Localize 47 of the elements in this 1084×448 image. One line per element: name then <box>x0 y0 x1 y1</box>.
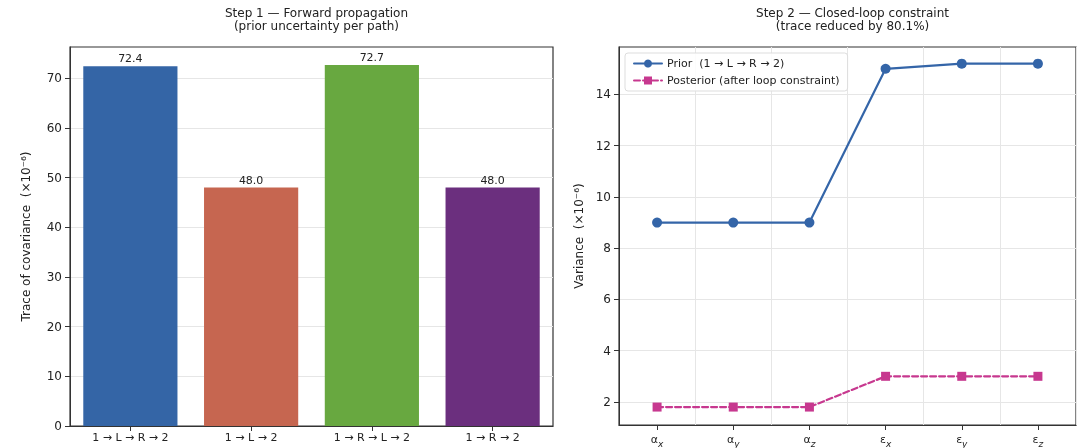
legend-label: Posterior (after loop constraint) <box>667 74 840 87</box>
y-tick-label: 50 <box>46 170 62 185</box>
x-tick-label: 1 → L → 2 <box>224 431 278 444</box>
y-tick-label: 8 <box>603 241 611 256</box>
legend-label: Prior (1 → L → R → 2) <box>667 57 785 70</box>
point <box>728 402 738 412</box>
y-tick-label: 2 <box>603 394 611 409</box>
data-label: 72.4 <box>118 52 143 66</box>
y-tick-label: 0 <box>54 419 62 433</box>
bar <box>204 187 299 426</box>
y-tick-label: 70 <box>46 71 62 86</box>
y-tick-label: 12 <box>595 138 611 153</box>
y-tick-label: 30 <box>46 269 62 284</box>
chart-subtitle: (trace reduced by 80.1%) <box>775 19 930 33</box>
y-tick-label: 6 <box>603 292 611 307</box>
bar <box>83 66 178 426</box>
y-tick-label: 14 <box>595 87 611 102</box>
x-tick-label: 1 → R → 2 <box>465 431 520 444</box>
point <box>728 217 739 228</box>
point <box>956 58 967 69</box>
chart-subtitle: (prior uncertainty per path) <box>233 19 400 33</box>
y-tick-label: 10 <box>46 369 62 384</box>
y-axis-title: Trace of covariance (×10⁻⁶) <box>19 151 33 323</box>
point <box>652 217 663 228</box>
point <box>1032 58 1043 69</box>
point <box>652 402 662 412</box>
y-tick-label: 60 <box>46 120 62 135</box>
point <box>880 63 891 74</box>
point <box>1033 371 1043 381</box>
data-label: 72.7 <box>359 50 385 64</box>
bar <box>324 64 419 426</box>
y-tick-label: 40 <box>46 220 62 235</box>
data-label: 48.0 <box>238 173 264 187</box>
point <box>881 371 891 381</box>
x-tick-label: 1 → R → L → 2 <box>333 431 411 444</box>
y-tick-label: 4 <box>603 343 611 358</box>
y-tick-label: 10 <box>595 189 611 204</box>
chart-title: Step 2 — Closed-loop constraint <box>756 6 950 20</box>
y-axis-title: Variance (×10⁻⁶) <box>571 183 586 289</box>
point <box>804 402 814 412</box>
y-tick-label: 20 <box>46 319 62 334</box>
bar <box>445 187 540 426</box>
x-tick-label: 1 → L → R → 2 <box>92 431 169 444</box>
chart-title: Step 1 — Forward propagation <box>224 6 409 20</box>
point <box>804 217 815 228</box>
data-label: 48.0 <box>480 173 505 187</box>
point <box>957 371 967 381</box>
